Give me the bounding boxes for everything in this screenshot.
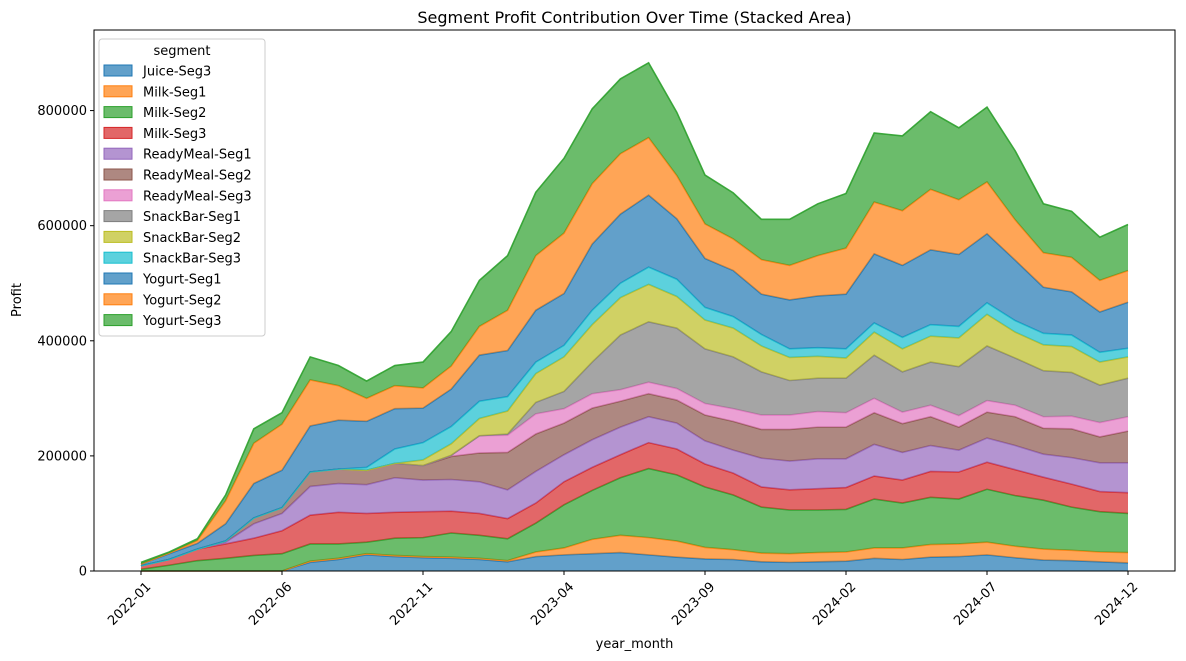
area-milk-seg1: [141, 535, 1128, 571]
area-snackbar-seg1: [141, 321, 1128, 566]
plot-frame: [93, 29, 1176, 572]
legend: segment Juice-Seg3 Milk-Seg1 Milk-Seg2 Milk…: [98, 38, 266, 337]
legend-label-snackbar-seg1: SnackBar-Seg1: [143, 210, 241, 225]
area-milk-seg2: [141, 468, 1128, 571]
y-tick-label: 800000: [37, 104, 87, 119]
x-tick-label: 2022-11: [387, 580, 436, 629]
area-yogurt-seg1: [141, 195, 1128, 566]
x-tick-label: 2023-04: [528, 580, 577, 629]
legend-swatch-yogurt-seg2: [103, 293, 133, 306]
legend-swatch-readymeal-seg1: [103, 147, 133, 160]
y-tick-label: 600000: [37, 219, 87, 234]
legend-label-yogurt-seg3: Yogurt-Seg3: [142, 314, 222, 329]
legend-label-readymeal-seg2: ReadyMeal-Seg2: [143, 169, 252, 184]
legend-label-milk-seg1: Milk-Seg1: [143, 85, 206, 100]
areas-layer: [140, 61, 1129, 572]
x-axis-label: year_month: [596, 637, 674, 652]
legend-label-snackbar-seg3: SnackBar-Seg3: [143, 252, 241, 267]
y-tick-label: 400000: [37, 334, 87, 349]
area-snackbar-seg2: [141, 284, 1128, 566]
legend-swatch-snackbar-seg3: [103, 251, 133, 264]
chart-title: Segment Profit Contribution Over Time (S…: [417, 8, 851, 27]
legend-swatch-readymeal-seg3: [103, 189, 133, 202]
y-tick-label: 200000: [37, 449, 87, 464]
x-tick-label: 2024-07: [951, 580, 1000, 629]
legend-swatch-milk-seg2: [103, 106, 133, 119]
legend-label-readymeal-seg3: ReadyMeal-Seg3: [143, 189, 252, 204]
area-readymeal-seg1: [141, 416, 1128, 566]
legend-title: segment: [153, 44, 210, 59]
y-axis-label: Profit: [10, 283, 25, 317]
legend-label-milk-seg2: Milk-Seg2: [143, 106, 206, 121]
area-yogurt-seg2: [141, 137, 1128, 565]
area-juice-seg3: [141, 552, 1128, 571]
legend-box: [98, 38, 266, 337]
legend-label-milk-seg3: Milk-Seg3: [143, 127, 206, 142]
x-tick-label: 2024-02: [810, 580, 859, 629]
x-tick-label: 2023-09: [669, 580, 718, 629]
x-tick-label: 2022-06: [246, 580, 295, 629]
legend-swatch-snackbar-seg2: [103, 230, 133, 243]
legend-swatch-yogurt-seg3: [103, 314, 133, 327]
area-yogurt-seg3: [141, 62, 1128, 565]
legend-label-yogurt-seg1: Yogurt-Seg1: [142, 273, 222, 288]
legend-swatch-milk-seg3: [103, 126, 133, 139]
legend-label-juice-seg3: Juice-Seg3: [142, 65, 211, 80]
area-milk-seg3: [141, 442, 1128, 570]
legend-swatch-yogurt-seg1: [103, 272, 133, 285]
legend-label-snackbar-seg2: SnackBar-Seg2: [143, 231, 241, 246]
area-readymeal-seg2: [141, 393, 1128, 566]
legend-label-yogurt-seg2: Yogurt-Seg2: [142, 293, 222, 308]
area-edge-yogurt-seg3: [140, 61, 1129, 564]
x-tick-label: 2022-01: [105, 580, 154, 629]
legend-swatch-milk-seg1: [103, 85, 133, 98]
x-tick-label: 2024-12: [1092, 580, 1141, 629]
legend-swatch-readymeal-seg2: [103, 168, 133, 181]
legend-swatch-snackbar-seg1: [103, 210, 133, 223]
y-tick-label: 0: [79, 565, 87, 580]
legend-label-readymeal-seg1: ReadyMeal-Seg1: [143, 148, 252, 163]
legend-swatch-juice-seg3: [103, 64, 133, 77]
